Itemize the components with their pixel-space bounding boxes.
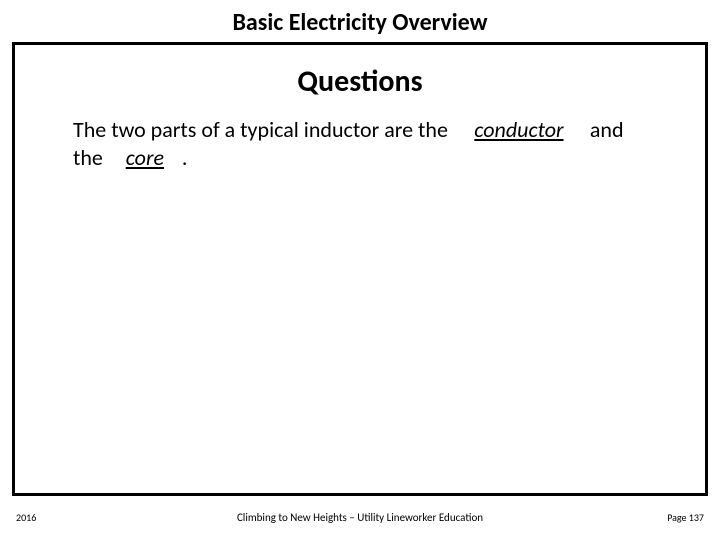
question-text: The two parts of a typical inductor are … [73,116,657,171]
question-suffix: . [182,144,188,171]
question-prefix: The two parts of a typical inductor are … [73,116,448,143]
section-heading: Questions [15,63,705,100]
slide: Basic Electricity Overview Questions The… [0,0,720,540]
footer-page: Page 137 [667,511,704,524]
footer-center: Climbing to New Heights – Utility Linewo… [0,511,720,524]
blank-core: core [108,144,182,172]
blank-conductor: conductor [453,116,585,144]
slide-title: Basic Electricity Overview [12,8,708,37]
content-frame: Questions The two parts of a typical ind… [12,42,708,496]
